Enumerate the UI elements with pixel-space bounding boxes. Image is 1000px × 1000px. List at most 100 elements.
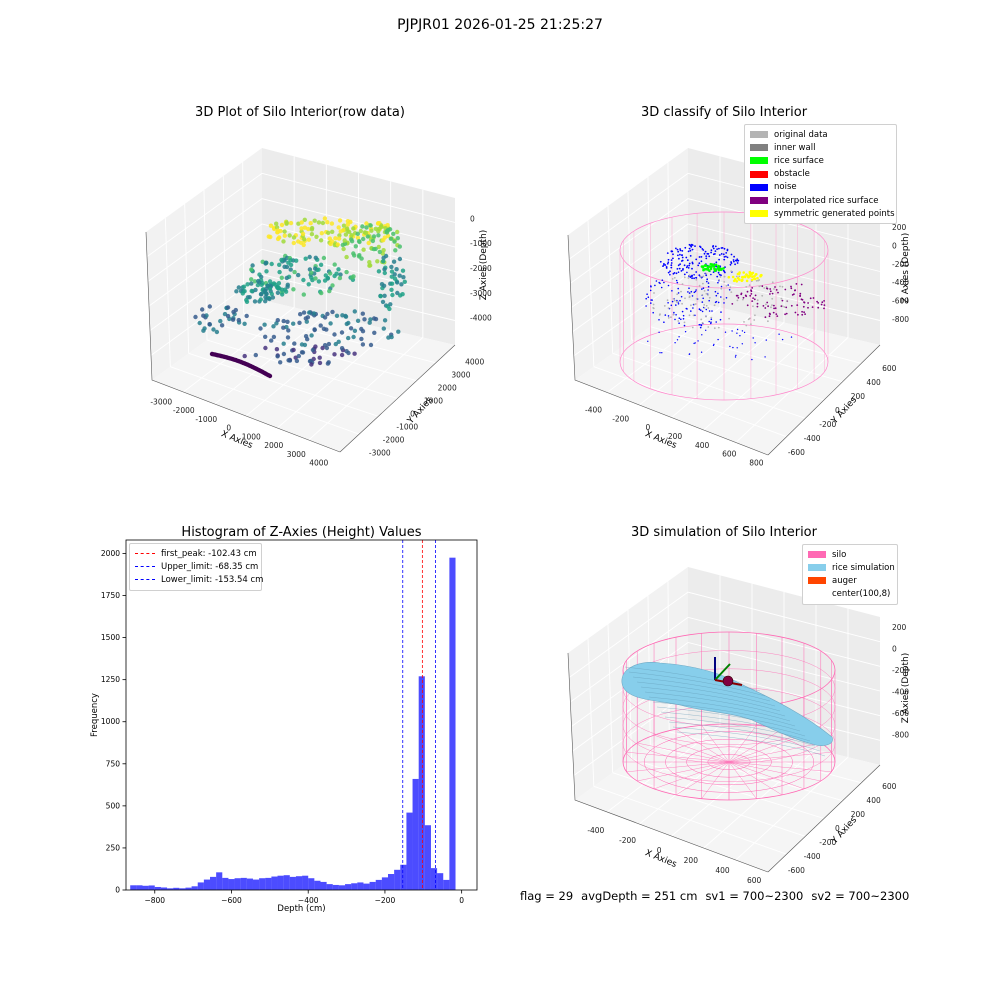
data-point [707,285,710,288]
data-point [684,297,686,300]
chart-title: 3D simulation of Silo Interior [631,525,818,540]
data-point [694,314,696,317]
legend-entry: obstacle [750,168,891,181]
data-point [707,282,710,284]
data-point [707,326,710,328]
histogram-bar [418,676,425,890]
data-point [324,345,330,351]
data-point [267,373,273,379]
data-point [799,292,802,295]
data-point [348,219,353,225]
data-point [715,294,718,297]
data-point [230,317,236,322]
z-tick-label: 0 [470,214,475,223]
data-point [680,295,683,298]
y-tick-label: 600 [882,364,897,373]
data-point [752,297,754,299]
data-point [402,279,407,284]
legend-entry: silo [808,548,892,561]
histogram-bar [308,878,315,890]
x-tick-label: 2000 [264,441,283,450]
data-point [731,330,733,332]
data-point [730,291,733,293]
data-point [356,254,362,259]
data-point [758,285,761,288]
data-point [702,297,704,300]
histogram-bar [160,887,168,890]
data-point [207,304,212,309]
y-tick-label: -3000 [369,449,391,458]
data-point [318,262,324,267]
histogram-bar [130,885,137,890]
data-point [823,300,825,302]
data-point [775,289,778,291]
data-point [269,338,274,343]
data-point [267,296,272,302]
data-point [317,360,323,366]
data-point [683,276,686,279]
data-point [695,289,697,291]
data-point [275,354,280,359]
data-point [677,292,680,294]
data-point [708,320,710,323]
x-tick-label: -200 [612,414,629,423]
data-point [736,299,739,302]
z-tick-label: -600 [892,709,909,718]
z-tick-label: -2000 [470,264,492,273]
data-point [218,318,223,324]
data-point [395,290,400,296]
data-point [667,307,670,310]
data-point [669,270,671,273]
flag-text: flag = 29 [520,889,574,903]
histogram-bar [277,875,284,890]
silo-wire [675,728,730,763]
silo-wire [653,761,730,790]
plot-frame [125,539,478,891]
data-point [724,266,726,268]
data-point [750,293,753,295]
data-point [360,342,366,347]
data-point [732,259,735,261]
data-point [781,338,784,341]
data-point [197,320,202,326]
data-point [359,336,364,342]
data-point [690,275,692,278]
data-point [649,289,652,292]
data-point [685,307,688,310]
data-point [262,322,267,327]
data-point [320,345,325,351]
data-point [750,278,754,282]
data-point [275,230,280,235]
data-point [319,231,324,236]
data-point [677,250,680,253]
data-point [765,339,767,341]
data-point [400,268,406,273]
data-point [278,360,283,365]
data-point [245,282,250,287]
data-point [193,314,198,320]
data-point [370,238,376,244]
data-point [381,238,386,243]
data-point [274,221,279,226]
data-point [698,256,701,258]
data-point [743,331,746,334]
data-point [345,228,350,234]
data-point [662,265,664,267]
data-point [773,304,775,307]
histogram-bar [443,879,450,890]
histogram-legend: first_peak: -102.43 cm Upper_limit: -68.3… [129,543,263,591]
y-axis-label: Frequency [90,693,100,737]
y-tick-label: -200 [819,420,836,429]
y-tick-label: -600 [788,448,805,457]
y-tick-label: 200 [851,810,866,819]
data-point [313,255,318,260]
data-point [677,254,679,257]
data-point [275,236,281,242]
data-point [277,262,282,267]
y-tick-label: 1750 [101,591,120,600]
data-point [302,237,307,242]
data-point [688,314,691,317]
data-point [699,246,702,249]
legend-swatch [750,157,768,165]
data-point [742,296,745,299]
